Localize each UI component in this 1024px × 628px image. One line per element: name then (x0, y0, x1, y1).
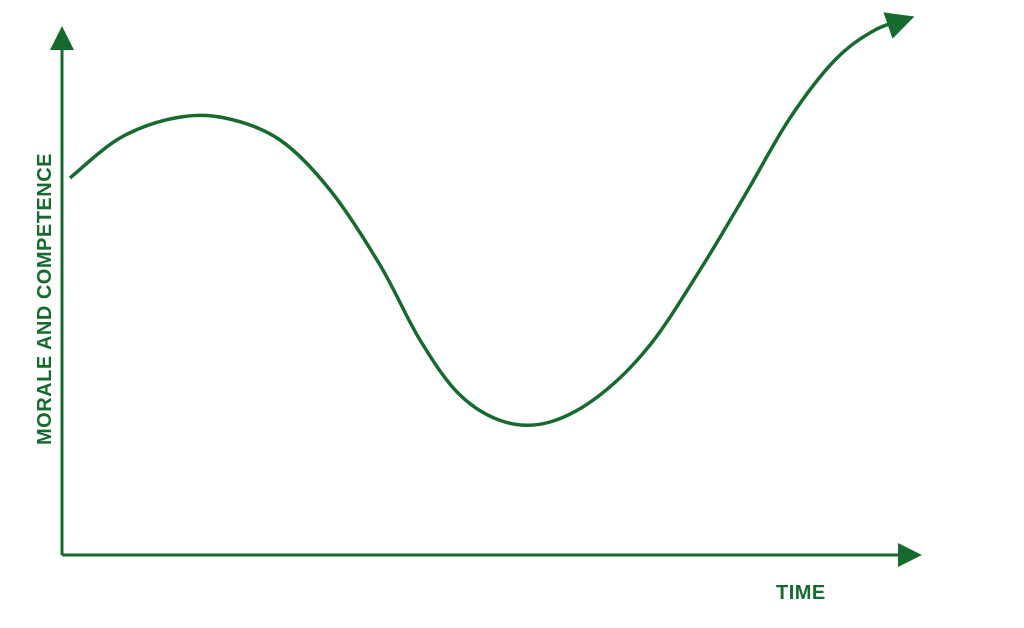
chart-svg (0, 0, 1024, 628)
morale-competence-curve (70, 18, 910, 425)
change-curve-chart: MORALE AND COMPETENCE TIME (0, 0, 1024, 628)
x-axis-label: TIME (776, 582, 826, 605)
y-axis-label: MORALE AND COMPETENCE (34, 153, 57, 445)
